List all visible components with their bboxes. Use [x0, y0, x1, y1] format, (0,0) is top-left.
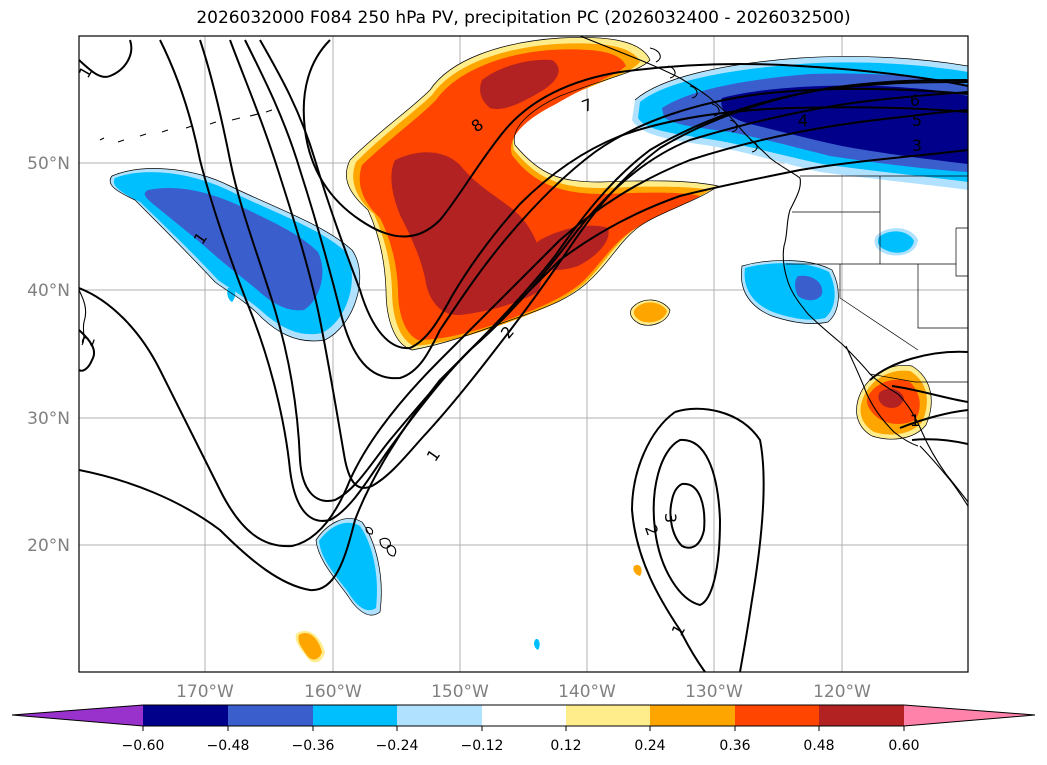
latitude-labels: 50°N 40°N 30°N 20°N [27, 154, 70, 556]
borders [786, 175, 968, 383]
pv-contour [869, 350, 968, 381]
negative-anomaly-california [741, 228, 918, 324]
lat-label: 50°N [27, 154, 70, 174]
colorbar-segment-low-extend [12, 705, 143, 726]
colorbar-tick-label: 0.24 [634, 738, 665, 754]
pv-contour [674, 407, 765, 672]
lon-label: 160°W [304, 682, 362, 702]
coast-alaska [579, 36, 801, 179]
outline-western [109, 168, 361, 342]
colorbar-tick-label: 0.60 [888, 738, 919, 754]
hawaii-islands [365, 526, 397, 557]
colorbar-tick-label: 0.36 [719, 738, 750, 754]
anomaly-fill-orange-2 [298, 632, 322, 660]
pv-contour [302, 39, 968, 238]
pv-contour [259, 39, 968, 350]
anomaly-fill-cyan [744, 263, 835, 320]
map-border [78, 35, 969, 673]
coast-west-us [782, 177, 899, 395]
pv-contour [159, 39, 968, 522]
coast-baja [845, 345, 968, 503]
anomaly-fill-dot [227, 287, 236, 302]
anomaly-fill-small-cyan [877, 231, 914, 253]
colorbar-tick-label: −0.12 [461, 738, 504, 754]
colorbar-tick-label: −0.24 [376, 738, 419, 754]
pv-label: 3 [912, 136, 922, 155]
lon-label: 120°W [813, 682, 871, 702]
longitude-labels: 170°W 160°W 150°W 140°W 130°W 120°W [176, 682, 871, 702]
colorbar-segment [650, 705, 735, 726]
outline-northeast [634, 56, 968, 101]
pv-label: 6 [910, 91, 920, 110]
colorbar-segment [482, 705, 566, 726]
coast-west-edge [79, 289, 87, 346]
pv-contour [669, 482, 706, 549]
anomaly-fill-orange [633, 302, 667, 323]
pv-contour [891, 385, 968, 403]
coastlines [79, 36, 968, 557]
pv-contour [911, 438, 968, 445]
negative-anomaly-hawaii [316, 518, 540, 650]
coast-mexico [919, 445, 968, 507]
border-ut [917, 264, 968, 329]
colorbar-segment [313, 705, 397, 726]
colorbar-tick-label: −0.36 [292, 738, 335, 754]
pv-contour [79, 329, 96, 372]
anomaly-fill-blue [795, 275, 823, 301]
colorbar-tick-label: −0.48 [207, 738, 250, 754]
anomaly-fill-blue [144, 187, 323, 311]
pv-contour [652, 438, 722, 607]
colorbar-segment [819, 705, 904, 726]
outline-central [345, 37, 719, 351]
pv-label: 3 [661, 513, 680, 523]
colorbar-tick-label: 0.12 [550, 738, 581, 754]
colorbar-segment-high-extend [904, 705, 1035, 726]
border-mx [869, 373, 968, 383]
pv-label: 1 [910, 411, 920, 430]
border-nv [839, 264, 919, 351]
outline-hawaii [315, 518, 382, 616]
anomaly-fill-dark-red-2 [480, 59, 559, 110]
pv-contour [229, 39, 968, 489]
pv-label: 5 [912, 111, 922, 130]
colorbar-segment [143, 705, 228, 726]
outline-small [630, 299, 671, 326]
colorbar-segment [566, 705, 650, 726]
border-box [955, 227, 968, 277]
lat-label: 30°N [27, 409, 70, 429]
negative-anomaly-western [110, 168, 360, 341]
colorbar-segment [735, 705, 819, 726]
lon-label: 170°W [176, 682, 234, 702]
colorbar-ticks [142, 726, 905, 731]
lat-label: 20°N [27, 536, 70, 556]
coast-alaska-islands [649, 47, 758, 153]
lon-label: 130°W [685, 682, 743, 702]
map-content [79, 36, 968, 672]
aleutians [99, 109, 273, 143]
lon-label: 140°W [558, 682, 616, 702]
colorbar-tick-label: −0.60 [122, 738, 165, 754]
anomaly-fill-tiny [534, 638, 540, 650]
colorbar: −0.60 −0.48 −0.36 −0.24 −0.12 0.12 0.24 … [11, 704, 1036, 754]
pv-label: 4 [798, 111, 808, 130]
colorbar-tick-label: 0.48 [803, 738, 834, 754]
colorbar-segment [228, 705, 313, 726]
pv-contour [79, 39, 133, 78]
anomaly-fill-tiny [633, 564, 642, 576]
pv-contour [79, 109, 968, 548]
pv-contour [630, 411, 706, 672]
pv-contour [244, 39, 968, 380]
positive-anomaly-small [295, 299, 670, 663]
pv-contours [79, 39, 968, 672]
lat-label: 40°N [27, 281, 70, 301]
colorbar-segment [397, 705, 482, 726]
lon-label: 150°W [431, 682, 489, 702]
map-title: 2026032000 F084 250 hPa PV, precipitatio… [196, 8, 851, 28]
anomaly-fill-cyan [319, 522, 378, 611]
pv-contour [899, 409, 968, 429]
positive-anomaly-baja [856, 365, 932, 440]
anomaly-fill-dark-red [391, 152, 543, 316]
outline-california [740, 260, 839, 324]
